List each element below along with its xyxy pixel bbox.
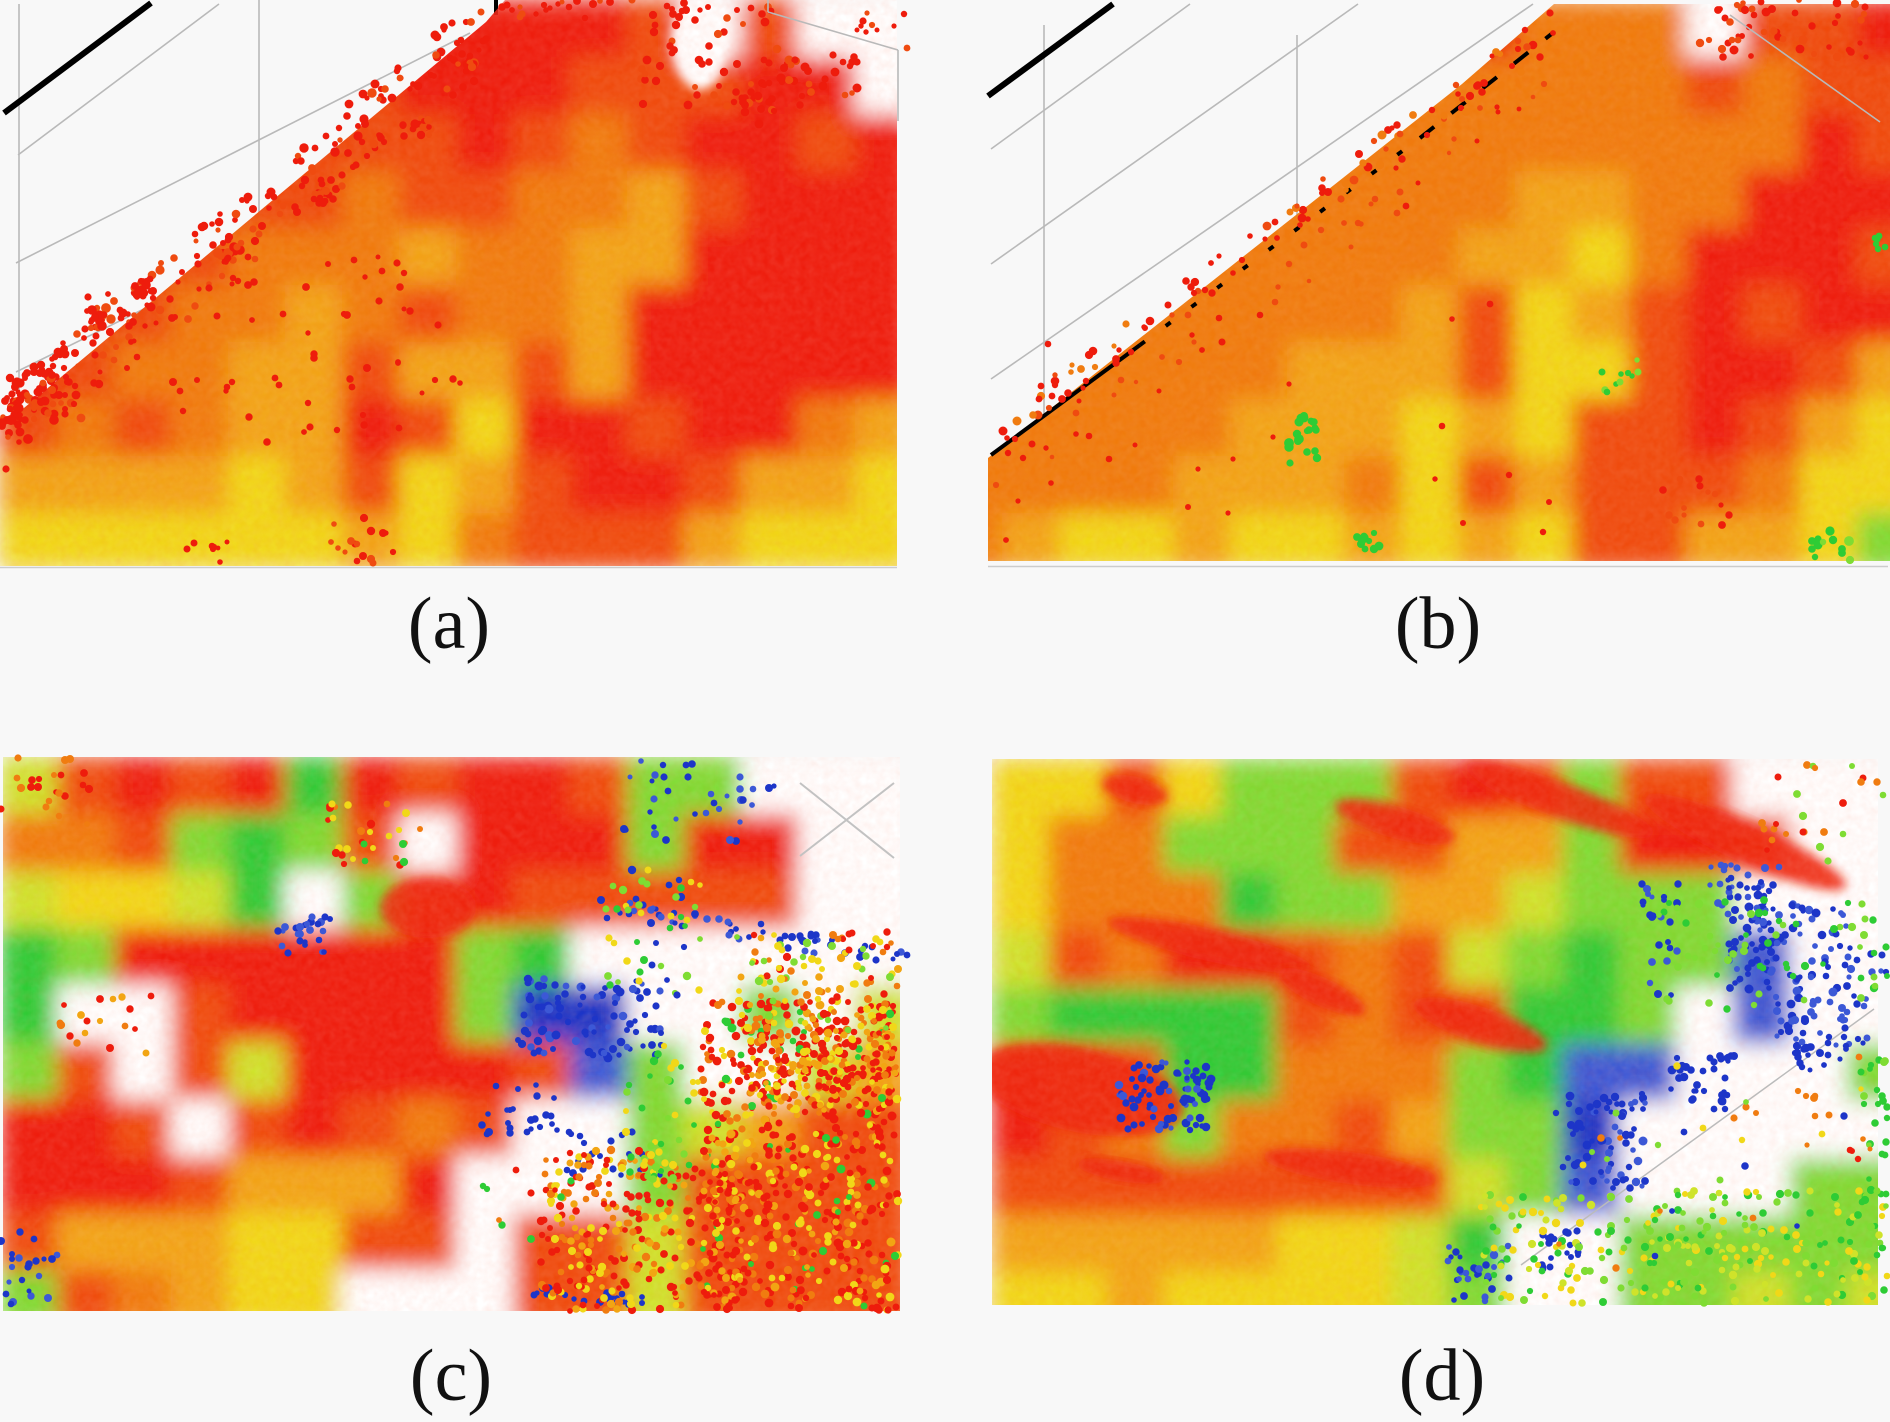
svg-text:(b): (b)	[1395, 583, 1481, 665]
svg-text:(d): (d)	[1399, 1335, 1485, 1417]
svg-text:(c): (c)	[410, 1335, 492, 1417]
svg-text:(a): (a)	[408, 583, 490, 665]
